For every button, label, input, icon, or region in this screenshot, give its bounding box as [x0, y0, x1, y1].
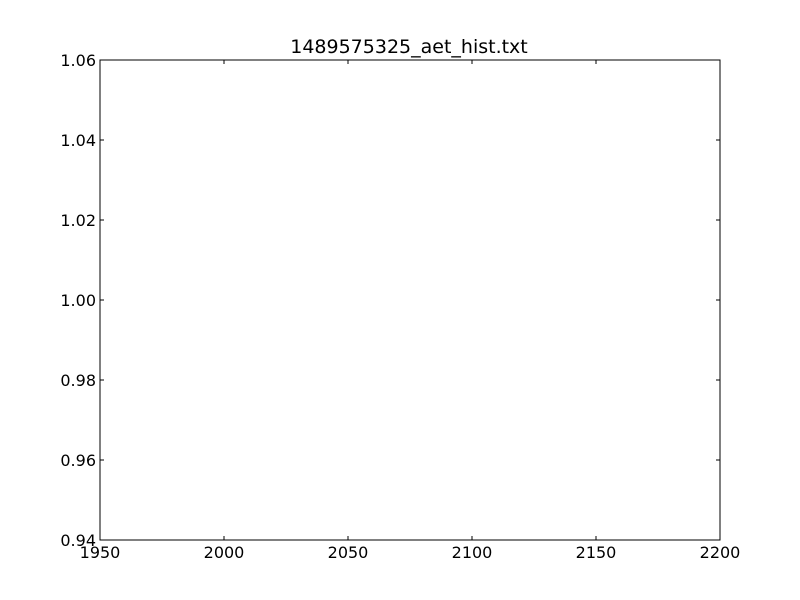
- y-tick-label: 1.02: [60, 211, 96, 230]
- y-tick-label: 0.98: [60, 371, 96, 390]
- y-tick-label: 1.00: [60, 291, 96, 310]
- x-tick-label: 1950: [80, 543, 121, 562]
- x-tick-label: 2050: [328, 543, 369, 562]
- plot-frame: [99, 59, 721, 541]
- y-tick-label: 0.94: [60, 531, 96, 550]
- x-tick-label: 2100: [452, 543, 493, 562]
- x-tick-label: 2200: [700, 543, 741, 562]
- y-tick-label: 1.04: [60, 131, 96, 150]
- y-tick-label: 0.96: [60, 451, 96, 470]
- x-tick-label: 2150: [576, 543, 617, 562]
- y-tick-label: 1.06: [60, 51, 96, 70]
- chart-title: 1489575325_aet_hist.txt: [290, 36, 528, 58]
- x-tick-label: 2000: [204, 543, 245, 562]
- plot-area: [100, 60, 720, 540]
- x-axis-ticks: 1950 2000 2050 2100 2150 2200: [80, 60, 741, 562]
